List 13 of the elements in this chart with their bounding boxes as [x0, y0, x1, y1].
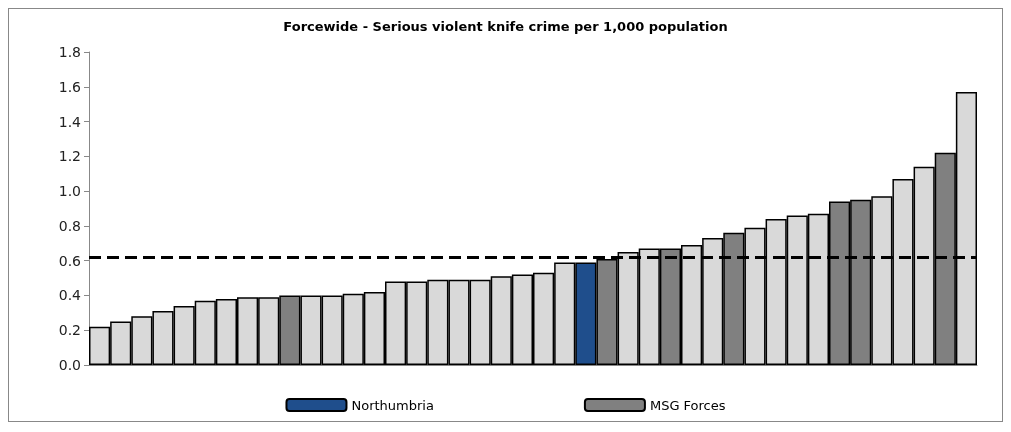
- y-tick-label: 0.0: [58, 357, 81, 373]
- y-tick-label: 1.6: [58, 78, 82, 95]
- y-tick-label: 0.8: [58, 217, 81, 234]
- legend-label: MSG Forces: [649, 397, 726, 413]
- y-tick-label: 0.2: [58, 322, 81, 339]
- y-tick-label: 1.4: [58, 113, 82, 130]
- chart-title: Forcewide - Serious violent knife crime per 1,000 population: [283, 19, 728, 34]
- y-tick-label: 1.2: [58, 148, 81, 165]
- y-tick-label: 0.4: [58, 287, 82, 304]
- y-tick-label: 1.8: [58, 44, 81, 60]
- legend-label: Northumbria: [351, 397, 434, 413]
- y-tick-label: 1.0: [58, 183, 81, 200]
- y-tick-label: 0.6: [58, 252, 82, 269]
